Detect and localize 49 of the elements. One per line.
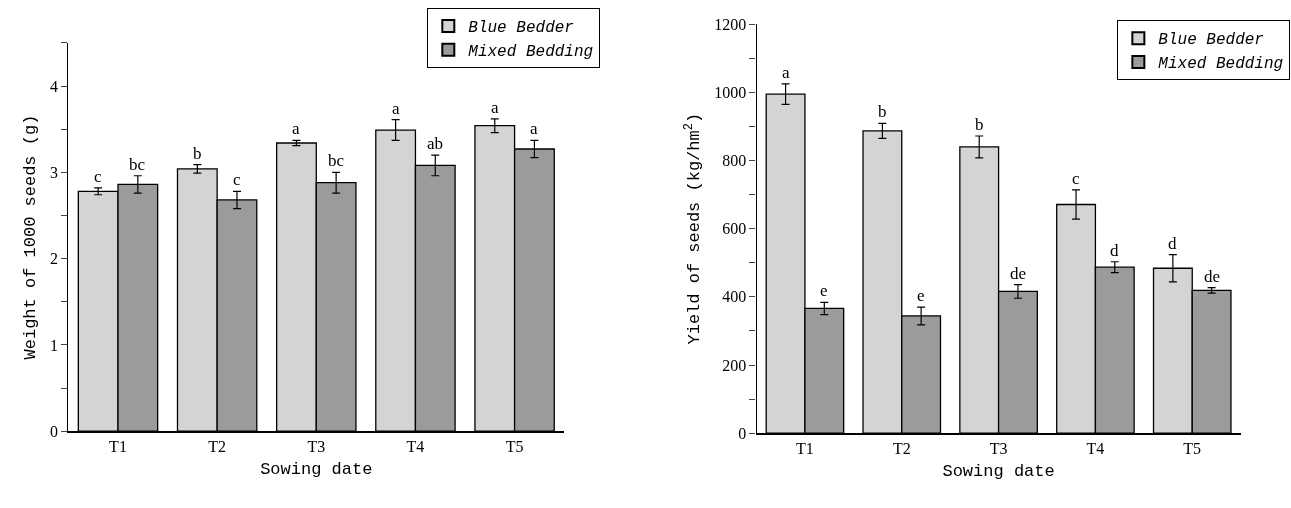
y-tick-label: 0 [738, 424, 747, 442]
data-label: a [292, 119, 300, 138]
legend-label: Mixed Bedding [1158, 55, 1284, 74]
y-tick-label: 800 [722, 152, 747, 170]
x-tick-label: T5 [505, 438, 524, 456]
legend-label: Blue Bedder [1158, 31, 1264, 50]
data-label: c [94, 167, 102, 186]
data-label: bc [328, 151, 345, 170]
x-tick-label: T2 [892, 440, 911, 458]
legend-label: Mixed Bedding [468, 42, 594, 61]
data-label: a [530, 119, 538, 138]
data-label: c [1072, 169, 1080, 188]
y-tick-label: 3 [50, 163, 59, 181]
data-label: de [1204, 267, 1221, 286]
x-tick-label: T4 [1086, 440, 1105, 458]
data-label: d [1168, 234, 1177, 253]
x-tick-label: T5 [1183, 440, 1202, 458]
y-tick-label: 1200 [714, 15, 747, 33]
y-tick-label: 600 [722, 220, 747, 238]
y-tick-label: 1 [50, 336, 59, 354]
data-label: b [193, 144, 202, 163]
x-tick-label: T4 [406, 438, 425, 456]
data-label: e [820, 281, 828, 300]
data-label: a [392, 99, 400, 118]
x-tick-label: T3 [989, 440, 1008, 458]
y-tick-label: 4 [50, 77, 59, 95]
data-label: bc [129, 155, 146, 174]
y-tick-label: 400 [722, 288, 747, 306]
x-axis-title: Sowing date [260, 460, 373, 480]
y-axis-title: Weight of 1000 seeds (g) [20, 114, 40, 360]
y-tick-label: 1000 [714, 83, 747, 101]
y-tick-label: 200 [722, 356, 747, 374]
data-label: c [233, 170, 241, 189]
x-tick-label: T1 [109, 438, 127, 456]
data-label: de [1010, 264, 1027, 283]
data-label: a [782, 63, 790, 82]
legend-label: Blue Bedder [468, 19, 574, 38]
x-tick-label: T2 [208, 438, 227, 456]
x-tick-label: T1 [796, 440, 814, 458]
data-label: a [491, 98, 499, 117]
x-axis-title: Sowing date [942, 462, 1055, 482]
data-label: b [975, 115, 984, 134]
y-tick-label: 0 [50, 422, 59, 440]
x-tick-label: T3 [307, 438, 326, 456]
data-label: ab [427, 134, 444, 153]
data-label: e [917, 286, 925, 305]
y-tick-label: 2 [50, 250, 59, 268]
data-label: d [1110, 241, 1119, 260]
data-label: b [878, 102, 887, 121]
